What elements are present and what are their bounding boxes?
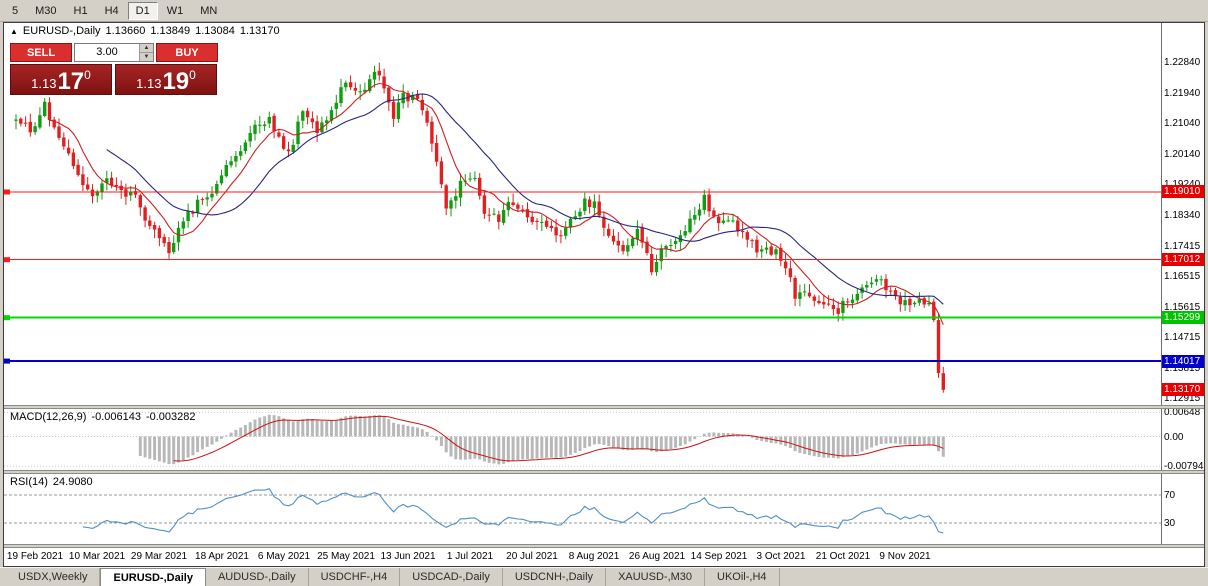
ohlc-open: 1.13660 — [105, 25, 146, 37]
chart-tab-usdx-weekly[interactable]: USDX,Weekly — [6, 568, 101, 586]
buy-price-sup: 0 — [189, 68, 196, 82]
sell-price-tile[interactable]: 1.13 17 0 — [10, 64, 112, 95]
timeframe-button-d1[interactable]: D1 — [127, 1, 158, 20]
chart-tab-usdchf-h4[interactable]: USDCHF-,H4 — [309, 568, 401, 586]
axis-label: 0.00 — [1164, 431, 1184, 443]
chart-symbol-title: EURUSD-,Daily — [22, 25, 101, 37]
axis-label: 1.20140 — [1164, 148, 1201, 160]
rsi-axis: 70 30 — [1162, 474, 1204, 544]
macd-chart[interactable] — [4, 409, 1162, 470]
price-line-tag: 1.19010 — [1162, 185, 1204, 199]
date-axis-label: 10 Mar 2021 — [68, 551, 126, 562]
timeframe-button-5[interactable]: 5 — [12, 4, 19, 17]
axis-label: 1.16515 — [1164, 271, 1201, 283]
axis-label: 0.00648 — [1164, 407, 1201, 419]
axis-separator-line — [1161, 23, 1162, 544]
price-line-tag: 1.14017 — [1162, 354, 1204, 368]
axis-label: 30 — [1164, 518, 1176, 529]
rsi-value: 24.9080 — [52, 476, 93, 488]
date-axis-label: 13 Jun 2021 — [380, 551, 436, 562]
macd-main-value: -0.006143 — [91, 411, 141, 423]
panel-divider[interactable] — [4, 405, 1204, 409]
macd-label: MACD(12,26,9) -0.006143 -0.003282 — [10, 411, 201, 423]
axis-label: 1.13815 — [1164, 362, 1201, 374]
price-line-tag: 1.13170 — [1162, 383, 1204, 397]
chart-tab-usdcnh-daily[interactable]: USDCNH-,Daily — [503, 568, 607, 586]
ohlc-close: 1.13170 — [239, 25, 280, 37]
chart-tab-eurusd-daily[interactable]: EURUSD-,Daily — [100, 568, 206, 586]
timeframe-toolbar: 5 M30 H1 H4 D1 W1 MN — [0, 0, 1208, 22]
timeframe-button-h4[interactable]: H4 — [104, 4, 119, 17]
price-axis: 1.22840 1.21940 1.21040 1.20140 1.19240 1.183… — [1162, 23, 1204, 405]
axis-label: 1.22840 — [1164, 57, 1201, 69]
date-axis-label: 21 Oct 2021 — [815, 551, 871, 562]
axis-label: 70 — [1164, 490, 1176, 501]
date-axis-label: 19 Feb 2021 — [6, 551, 64, 562]
sell-price-base: 1.13 — [31, 76, 57, 91]
date-axis-label: 9 Nov 2021 — [879, 551, 931, 562]
axis-label: 1.15615 — [1164, 301, 1201, 313]
axis-label: 1.14715 — [1164, 332, 1201, 344]
rsi-label: RSI(14) 24.9080 — [10, 476, 98, 488]
panel-divider[interactable] — [4, 470, 1204, 474]
ohlc-high: 1.13849 — [150, 25, 191, 37]
buy-price-big: 19 — [162, 68, 190, 95]
macd-signal-value: -0.003282 — [145, 411, 196, 423]
rsi-title: RSI(14) — [10, 476, 48, 488]
chart-tab-audusd-daily[interactable]: AUDUSD-,Daily — [206, 568, 309, 586]
chart-symbol-icon: ▲ — [10, 27, 18, 36]
price-line-tag: 1.17012 — [1162, 253, 1204, 267]
axis-label: 1.21040 — [1164, 118, 1201, 130]
volume-spinner: ▲ ▼ — [139, 44, 153, 61]
rsi-chart[interactable] — [4, 474, 1162, 544]
axis-label: 1.19240 — [1164, 179, 1200, 190]
buy-price-tile[interactable]: 1.13 19 0 — [115, 64, 217, 95]
date-axis-label: 1 Jul 2021 — [446, 551, 494, 562]
one-click-trading-panel: SELL 3.00 ▲ ▼ BUY 1.13 17 0 1.13 19 0 — [10, 43, 222, 95]
timeframe-button-h1[interactable]: H1 — [73, 4, 88, 17]
date-axis-label: 26 Aug 2021 — [628, 551, 686, 562]
chart-tabs-bar: USDX,Weekly EURUSD-,Daily AUDUSD-,Daily USD… — [0, 567, 1208, 586]
timeframe-button-mn[interactable]: MN — [200, 4, 218, 17]
axis-label: 1.17415 — [1164, 241, 1201, 252]
volume-decrease-button[interactable]: ▼ — [140, 53, 153, 61]
date-axis-label: 20 Jul 2021 — [506, 551, 558, 562]
macd-title: MACD(12,26,9) — [10, 411, 87, 423]
sell-price-big: 17 — [57, 68, 85, 95]
chart-window: ▲ EURUSD-,Daily 1.13660 1.13849 1.13084 1.131… — [3, 22, 1205, 567]
chart-ohlc-header: ▲ EURUSD-,Daily 1.13660 1.13849 1.13084 1.131… — [10, 25, 285, 37]
chart-tab-xauusd-m30[interactable]: XAUUSD-,M30 — [606, 568, 706, 586]
date-axis-label: 29 Mar 2021 — [130, 551, 188, 562]
buy-price-base: 1.13 — [136, 76, 162, 91]
volume-input[interactable]: 3.00 ▲ ▼ — [74, 43, 154, 62]
axis-label: 1.21940 — [1164, 87, 1201, 99]
axis-label: -0.00794 — [1164, 461, 1204, 473]
date-axis-label: 3 Oct 2021 — [756, 551, 806, 562]
macd-axis: 0.00648 0.00 -0.00794 — [1162, 407, 1204, 473]
buy-button[interactable]: BUY — [156, 43, 218, 62]
timeframe-button-w1[interactable]: W1 — [166, 4, 184, 17]
date-axis-label: 18 Apr 2021 — [195, 551, 249, 562]
chart-tab-ukoil-h4[interactable]: UKOil-,H4 — [705, 568, 780, 586]
axis-label: 1.18340 — [1164, 209, 1201, 221]
ohlc-low: 1.13084 — [195, 25, 235, 37]
price-line-tag: 1.15299 — [1162, 311, 1204, 325]
date-axis-label: 8 Aug 2021 — [568, 551, 620, 562]
axis-label: 1.12915 — [1164, 393, 1201, 405]
volume-increase-button[interactable]: ▲ — [140, 44, 153, 53]
date-axis-label: 14 Sep 2021 — [690, 551, 748, 562]
volume-value: 3.00 — [96, 46, 118, 58]
time-axis: 19 Feb 2021 10 Mar 2021 29 Mar 2021 18 Apr … — [4, 548, 1162, 566]
sell-button[interactable]: SELL — [10, 43, 72, 62]
date-axis-label: 25 May 2021 — [317, 551, 375, 562]
candlestick-chart[interactable] — [4, 23, 1162, 405]
date-axis-label: 6 May 2021 — [257, 551, 311, 562]
chart-tab-usdcad-daily[interactable]: USDCAD-,Daily — [400, 568, 503, 586]
panel-divider[interactable] — [4, 544, 1204, 548]
sell-price-sup: 0 — [84, 68, 91, 82]
timeframe-button-m30[interactable]: M30 — [35, 4, 57, 17]
